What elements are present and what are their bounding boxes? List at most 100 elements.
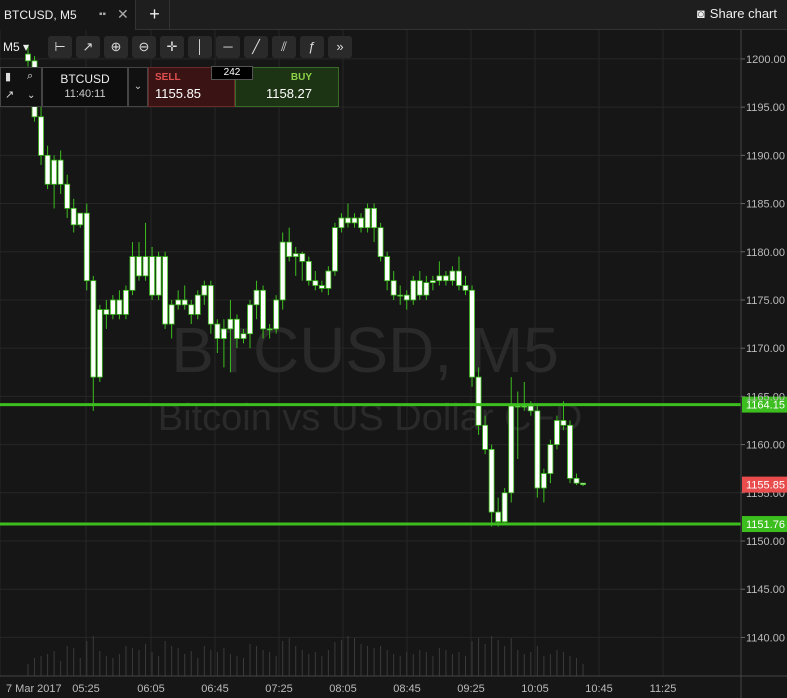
candle-body [240, 333, 247, 339]
volume-bar [406, 652, 408, 676]
y-tick-label: 1180.00 [746, 247, 785, 259]
vertical-line-icon[interactable]: │ [188, 36, 212, 58]
candle-body [136, 256, 142, 277]
volume-bar [184, 654, 186, 676]
volume-bar [393, 654, 395, 676]
line-chart-icon[interactable]: ↗ [76, 36, 100, 58]
volume-bar [242, 658, 244, 676]
volume-bar [295, 646, 297, 676]
volume-bar [86, 641, 88, 676]
layout-grid-icon[interactable]: ▪▪ [99, 9, 107, 20]
candle-body [351, 217, 358, 224]
ticket-dropdown[interactable]: ⌄ [128, 67, 148, 107]
volume-bar [125, 646, 127, 676]
candle-body [201, 285, 208, 296]
candle-body [338, 217, 345, 229]
volume-bar [360, 644, 362, 676]
candle-body [403, 294, 410, 301]
volume-bar [301, 650, 303, 676]
candle-body [129, 256, 136, 291]
chart-type-icon[interactable]: ▮ [5, 71, 12, 83]
candle-body [25, 53, 31, 62]
candle-body [540, 473, 547, 489]
crosshair-ruler-icon[interactable]: ⊢ [48, 36, 72, 58]
level-price-tag [742, 396, 787, 413]
volume-bar [105, 656, 107, 676]
candle-body [560, 420, 567, 426]
level-price-label: 1151.76 [746, 519, 785, 531]
level-price-label: 1164.15 [746, 400, 785, 412]
x-tick-label: 11:25 [650, 683, 677, 695]
horizontal-line-icon[interactable]: ─ [216, 36, 240, 58]
candle-body [220, 328, 227, 339]
candle-body [475, 376, 482, 426]
x-tick-label: 06:45 [201, 683, 229, 695]
volume-bar [576, 658, 578, 676]
volume-bar [66, 646, 68, 676]
external-link-icon[interactable]: ↗ [5, 89, 15, 101]
candle-body [567, 424, 573, 479]
candle-body [554, 420, 560, 445]
zoom-in-icon[interactable]: ⊕ [104, 36, 128, 58]
volume-bar [562, 652, 564, 676]
close-icon[interactable]: ✕ [117, 6, 129, 22]
crosshair-icon[interactable]: ✛ [160, 36, 184, 58]
candle-body [123, 289, 129, 315]
volume-bar [569, 656, 571, 676]
candle-body [305, 261, 312, 282]
candle-body [456, 270, 462, 286]
candle-body [371, 207, 377, 229]
candle-body [482, 424, 489, 450]
candle-body [77, 212, 84, 226]
volume-bar [236, 656, 238, 676]
zoom-out-icon[interactable]: ⊖ [132, 36, 156, 58]
candle-body [449, 270, 456, 282]
y-tick-label: 1160.00 [746, 440, 785, 452]
timeframe-select[interactable]: M5 ▾ [3, 40, 30, 54]
sell-label: SELL [155, 72, 181, 83]
volume-bar [412, 654, 414, 676]
candle-body [90, 280, 97, 378]
volume-bar [203, 646, 205, 676]
buy-button[interactable]: BUY 1158.27 [235, 67, 339, 107]
volume-bar [367, 646, 369, 676]
volume-bar [373, 648, 375, 676]
volume-bar [347, 636, 349, 676]
volume-bar [275, 656, 277, 676]
chevron-down-icon[interactable]: ⌄ [27, 90, 36, 101]
candle-body [168, 304, 175, 325]
volume-bar [354, 638, 355, 676]
fibonacci-icon[interactable]: ⫽ [272, 36, 296, 58]
candle-body [266, 328, 273, 331]
volume-bar [327, 650, 329, 676]
trend-line-icon[interactable]: ╱ [244, 36, 268, 58]
spread-value: 242 [211, 66, 253, 80]
y-tick-label: 1185.00 [746, 199, 785, 211]
candle-body [416, 280, 423, 296]
search-icon[interactable]: ⌕ [27, 70, 34, 82]
current-price-label: 1155.85 [746, 480, 785, 492]
candle-body [527, 405, 534, 412]
share-chart-label: Share chart [709, 6, 777, 21]
volume-bar [425, 652, 427, 676]
chart-tab[interactable]: BTCUSD, M5 ▪▪ ✕ [0, 0, 136, 30]
camera-icon: ◙ [696, 6, 705, 21]
function-icon[interactable]: ƒ [300, 36, 324, 58]
new-tab-button[interactable]: + [140, 0, 170, 30]
candle-body [279, 241, 286, 301]
volume-bar [112, 658, 114, 676]
volume-bar [53, 651, 55, 676]
candle-body [253, 289, 260, 306]
share-chart-button[interactable]: ◙ Share chart [697, 6, 777, 21]
volume-bar [556, 650, 558, 676]
volume-bar [256, 646, 258, 676]
fast-forward-icon[interactable]: » [328, 36, 352, 58]
x-tick-label: 10:45 [585, 683, 613, 695]
volume-bar [530, 652, 532, 676]
candle-body [358, 217, 364, 229]
volume-bar [73, 648, 75, 676]
symbol-box[interactable]: BTCUSD 11:40:11 [42, 67, 128, 107]
ticket-actions: ▮ ⌕ ↗ ⌄ [0, 67, 42, 107]
volume-bar [543, 656, 545, 676]
